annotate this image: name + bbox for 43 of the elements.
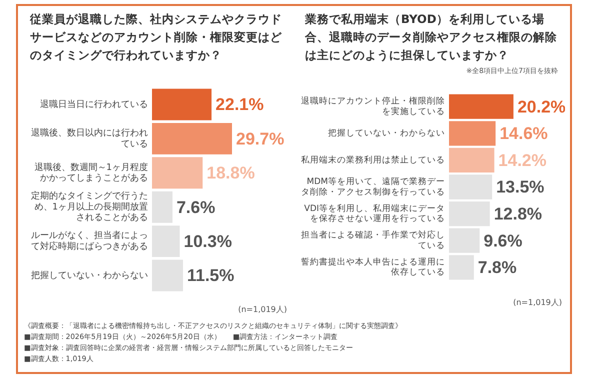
chart-title: 従業員が退職した際、社内システムやクラウドサービスなどのアカウント削除・権限変更はどのタイミングで行われていますか？: [30, 11, 283, 64]
data-label: 20.2%: [517, 97, 566, 116]
y-tick-label: 担当者による確認・手作業で対応している: [301, 230, 445, 251]
chart-title: 業務で私用端末（BYOD）を利用している場合、退職時のデータ削除やアクセス権限の解除は主にどのように担保していますか？: [305, 11, 558, 64]
bar: [152, 260, 183, 292]
data-label: 29.7%: [236, 129, 284, 148]
y-tick-label: 定期的なタイミングで行うため、1ヶ月以上の長期間放置されることがある: [31, 190, 148, 224]
bar: [449, 148, 494, 173]
data-label: 22.1%: [216, 95, 264, 114]
y-tick-label: 把握していない・わからない: [328, 128, 445, 139]
bar: [152, 226, 180, 258]
bar: [152, 191, 172, 223]
data-label: 11.5%: [186, 266, 234, 286]
y-tick-label: 退職後、数週間～1ヶ月程度かかってしまうことがある: [34, 162, 148, 184]
y-tick-label: MDM等を用いて、遠隔で業務データ削除・アクセス制御を行っている: [301, 176, 445, 198]
bar: [449, 201, 490, 226]
bar: [152, 122, 232, 154]
data-label: 14.6%: [500, 124, 548, 144]
data-label: 14.2%: [498, 150, 547, 170]
data-label: 18.8%: [206, 164, 255, 183]
y-tick-label: VDI等を利用し、私用端末にデータを保存させない運用を行っている: [304, 202, 445, 224]
text: (n=1,019人): [513, 297, 562, 308]
y-tick-label: 把握していない・わからない: [31, 270, 148, 281]
bar: [449, 174, 492, 200]
data-label: 12.8%: [494, 204, 542, 224]
y-tick-label: ルールがなく、担当者によって対応時期にばらつきがある: [31, 230, 148, 252]
data-label: 13.5%: [496, 178, 544, 197]
bar: [449, 94, 514, 119]
bar: [449, 255, 474, 280]
y-tick-label: 誓約書提出や本人申告による運用に依存している: [301, 256, 445, 278]
y-tick-label: 退職後、数日以内には行われている: [31, 128, 148, 150]
data-label: 10.3%: [184, 232, 232, 251]
text: (n=1,019人): [238, 304, 287, 315]
y-tick-label: 退職日当日に行われている: [40, 98, 148, 110]
bar: [152, 88, 212, 120]
data-label: 9.6%: [484, 231, 522, 250]
bar: [152, 157, 203, 189]
data-label: 7.6%: [176, 198, 216, 217]
bar: [449, 228, 480, 253]
bar: [449, 121, 496, 146]
data-label: 7.8%: [478, 258, 517, 278]
y-tick-label: 私用端末の業務利用は禁止している: [301, 154, 445, 166]
y-tick-label: 退職時にアカウント停止・権限削除を実施している: [301, 96, 445, 117]
